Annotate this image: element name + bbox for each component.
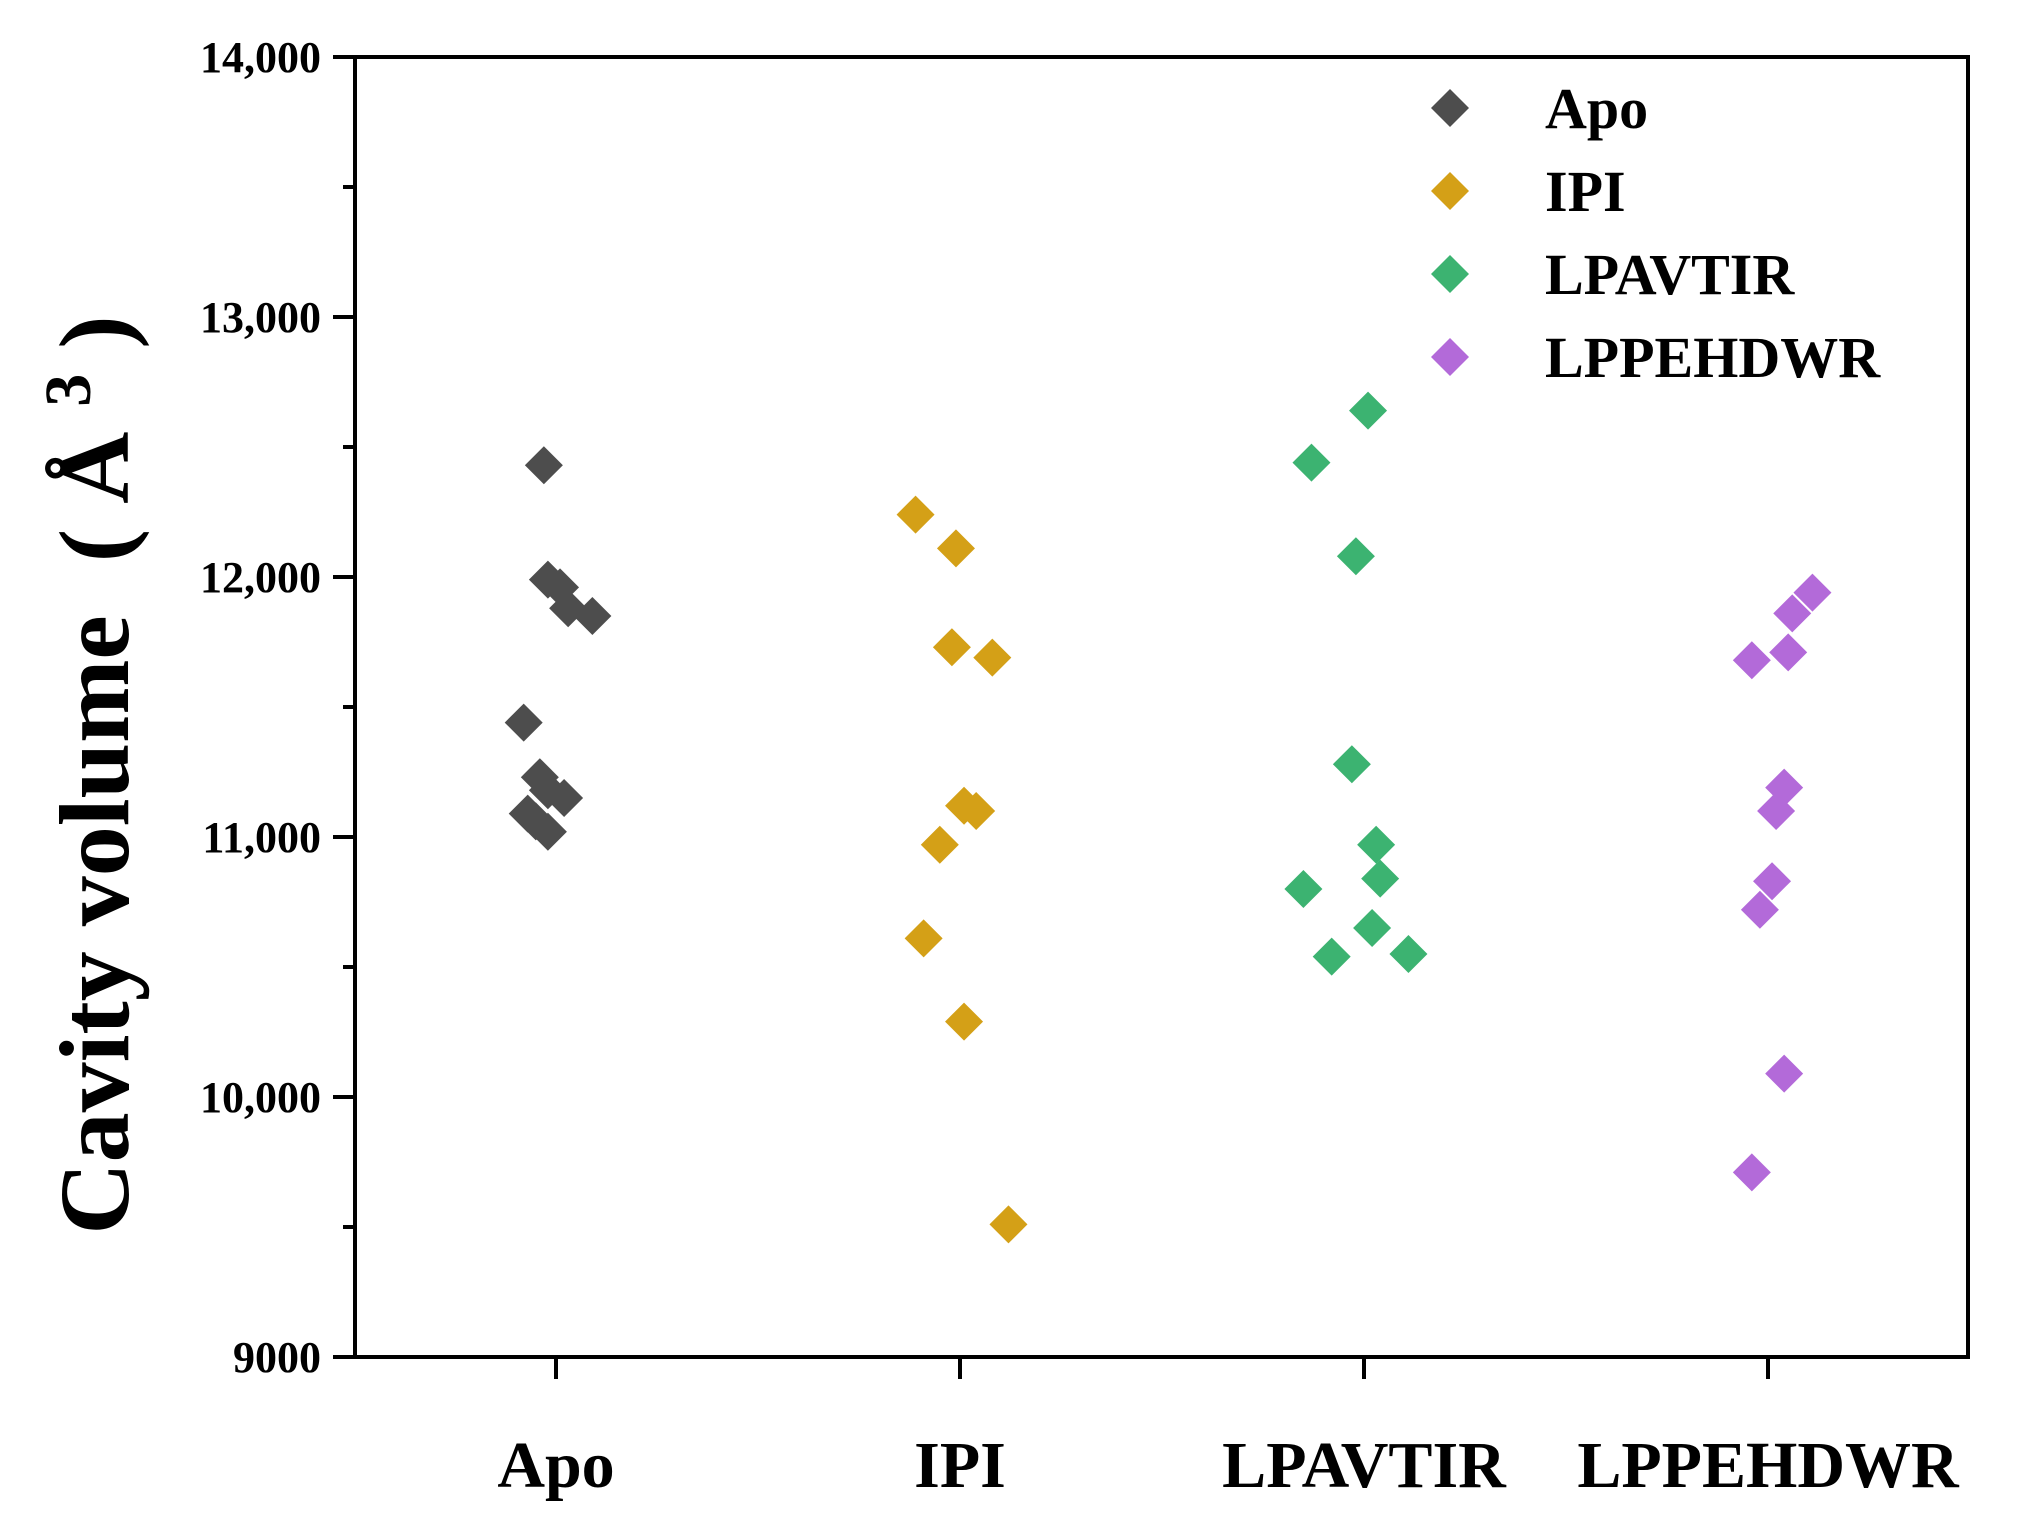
y-tick-label: 11,000 bbox=[202, 813, 321, 862]
legend-label: IPI bbox=[1545, 159, 1626, 224]
data-point bbox=[1732, 641, 1771, 680]
data-point bbox=[1753, 862, 1792, 901]
legend: Apo IPI LPAVTIR LPPEHDWR bbox=[1431, 76, 1881, 390]
series-lpavtir bbox=[1284, 391, 1428, 976]
x-tick-label: LPPEHDWR bbox=[1577, 1429, 1960, 1502]
data-point bbox=[896, 495, 935, 534]
data-point bbox=[989, 1205, 1028, 1244]
data-point bbox=[973, 638, 1012, 677]
data-point bbox=[904, 919, 943, 958]
data-point bbox=[920, 825, 959, 864]
data-point bbox=[1732, 1153, 1771, 1192]
y-ticks-layer: 9000 10,000 11,000 12,000 13,000 14,000 bbox=[200, 33, 355, 1382]
data-point bbox=[1336, 537, 1375, 576]
series-apo bbox=[504, 446, 612, 851]
legend-label: LPPEHDWR bbox=[1545, 325, 1881, 390]
legend-marker bbox=[1431, 338, 1469, 376]
data-point bbox=[545, 779, 584, 817]
data-point bbox=[573, 597, 612, 635]
y-tick-label: 14,000 bbox=[200, 33, 321, 82]
data-point bbox=[1292, 443, 1331, 482]
data-point bbox=[504, 703, 543, 742]
legend-marker bbox=[1431, 89, 1469, 127]
data-point bbox=[1353, 909, 1392, 947]
data-point bbox=[1765, 1054, 1804, 1093]
legend-marker bbox=[1431, 172, 1469, 210]
data-point bbox=[945, 1002, 984, 1041]
series-ipi bbox=[896, 495, 1028, 1244]
x-tick-label: LPAVTIR bbox=[1222, 1429, 1507, 1502]
data-point bbox=[1332, 745, 1371, 784]
series-lppehdwr bbox=[1732, 573, 1832, 1192]
y-axis-title: Cavity volume ( Å 3 ) bbox=[1, 315, 150, 1234]
data-point bbox=[1284, 870, 1323, 908]
data-point bbox=[1312, 937, 1351, 976]
legend-label: LPAVTIR bbox=[1545, 242, 1795, 307]
data-point bbox=[1773, 594, 1812, 633]
y-axis-title-text: Cavity volume bbox=[39, 615, 150, 1234]
y-axis-title-unit: Å bbox=[39, 432, 150, 504]
y-axis-title-paren-close: ) bbox=[39, 315, 150, 348]
x-ticks-layer: Apo IPI LPAVTIR LPPEHDWR bbox=[497, 1357, 1960, 1502]
y-tick-label: 9000 bbox=[233, 1333, 321, 1382]
data-point bbox=[1793, 573, 1832, 612]
data-point bbox=[1740, 890, 1779, 929]
data-point bbox=[932, 628, 971, 667]
y-axis-title-unit-exponent: 3 bbox=[32, 374, 105, 407]
x-tick-label: IPI bbox=[914, 1429, 1006, 1502]
y-tick-label: 13,000 bbox=[200, 293, 321, 342]
data-point bbox=[1357, 825, 1396, 864]
data-point bbox=[1757, 792, 1796, 830]
data-point bbox=[524, 446, 563, 485]
legend-label: Apo bbox=[1545, 76, 1648, 141]
data-point bbox=[1361, 859, 1400, 898]
data-points-layer bbox=[504, 391, 1832, 1244]
data-point bbox=[936, 529, 975, 568]
data-point bbox=[1769, 633, 1808, 672]
data-point bbox=[1349, 391, 1388, 430]
x-tick-label: Apo bbox=[497, 1429, 614, 1502]
data-point bbox=[1389, 935, 1428, 973]
y-axis-title-paren-open: ( bbox=[39, 529, 150, 562]
legend-marker bbox=[1431, 255, 1469, 293]
y-tick-label: 10,000 bbox=[200, 1073, 321, 1122]
data-point bbox=[957, 792, 996, 830]
y-tick-label: 12,000 bbox=[200, 553, 321, 602]
data-point bbox=[528, 812, 567, 851]
